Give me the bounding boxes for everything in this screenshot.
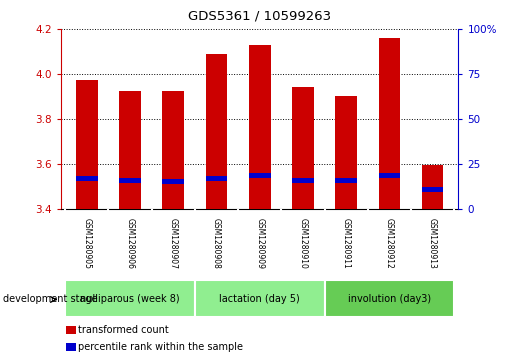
- Bar: [292, 178, 314, 183]
- Text: development stage: development stage: [3, 294, 98, 305]
- Text: lactation (day 5): lactation (day 5): [219, 294, 300, 303]
- Bar: [324, 280, 454, 317]
- Bar: [249, 174, 270, 178]
- Bar: [66, 326, 76, 334]
- Bar: [206, 54, 227, 209]
- Bar: [65, 280, 195, 317]
- Text: involution (day3): involution (day3): [348, 294, 431, 303]
- Bar: [163, 179, 184, 184]
- Text: transformed count: transformed count: [78, 325, 169, 335]
- Text: nulliparous (week 8): nulliparous (week 8): [80, 294, 180, 303]
- Bar: [292, 87, 314, 209]
- Bar: [76, 79, 98, 209]
- Bar: [119, 91, 141, 209]
- Text: GSM1280913: GSM1280913: [428, 218, 437, 269]
- Text: GSM1280907: GSM1280907: [169, 218, 178, 269]
- Bar: [195, 280, 324, 317]
- Text: GDS5361 / 10599263: GDS5361 / 10599263: [188, 9, 331, 22]
- Bar: [378, 38, 400, 209]
- Bar: [163, 91, 184, 209]
- Text: GSM1280909: GSM1280909: [255, 218, 264, 269]
- Bar: [66, 343, 76, 351]
- Bar: [119, 178, 141, 183]
- Text: GSM1280906: GSM1280906: [126, 218, 135, 269]
- Text: GSM1280908: GSM1280908: [212, 218, 221, 269]
- Text: GSM1280910: GSM1280910: [298, 218, 307, 269]
- Text: GSM1280911: GSM1280911: [342, 218, 351, 269]
- Bar: [335, 178, 357, 183]
- Bar: [378, 174, 400, 178]
- Bar: [335, 97, 357, 209]
- Bar: [76, 176, 98, 181]
- Bar: [422, 165, 443, 209]
- Bar: [206, 176, 227, 181]
- Bar: [249, 45, 270, 209]
- Text: GSM1280912: GSM1280912: [385, 218, 394, 269]
- Text: GSM1280905: GSM1280905: [82, 218, 91, 269]
- Text: percentile rank within the sample: percentile rank within the sample: [78, 342, 243, 352]
- Bar: [422, 187, 443, 192]
